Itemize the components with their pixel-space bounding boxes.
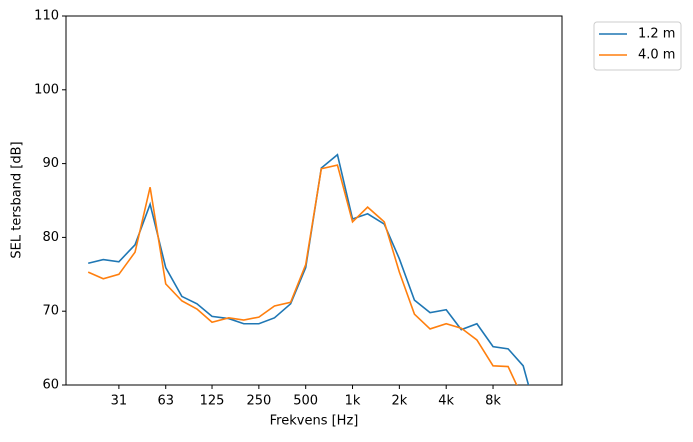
x-tick-label: 2k (391, 394, 407, 409)
x-axis-label: Frekvens [Hz] (270, 414, 359, 429)
plot-frame (65, 15, 563, 386)
y-tick-label: 100 (34, 82, 59, 97)
x-tick-label: 125 (200, 394, 225, 409)
x-tick-label: 250 (246, 394, 271, 409)
x-tick-label: 4k (438, 394, 454, 409)
y-tick-label: 60 (42, 378, 59, 393)
x-tick-label: 63 (157, 394, 174, 409)
x-tick-label: 500 (293, 394, 318, 409)
y-tick-label: 70 (42, 304, 59, 319)
x-tick-label: 8k (485, 394, 501, 409)
y-axis-label: SEL tersband [dB] (10, 141, 25, 258)
x-tick-label: 1k (345, 394, 361, 409)
plot-lines (87, 153, 530, 385)
x-tick-label: 31 (111, 394, 128, 409)
legend-label: 1.2 m (638, 27, 675, 42)
series-line (88, 153, 530, 385)
y-tick-label: 80 (42, 230, 59, 245)
y-tick-label: 110 (34, 9, 59, 24)
legend-label: 4.0 m (638, 48, 675, 63)
series-line (87, 164, 518, 385)
y-tick-label: 90 (42, 156, 59, 171)
